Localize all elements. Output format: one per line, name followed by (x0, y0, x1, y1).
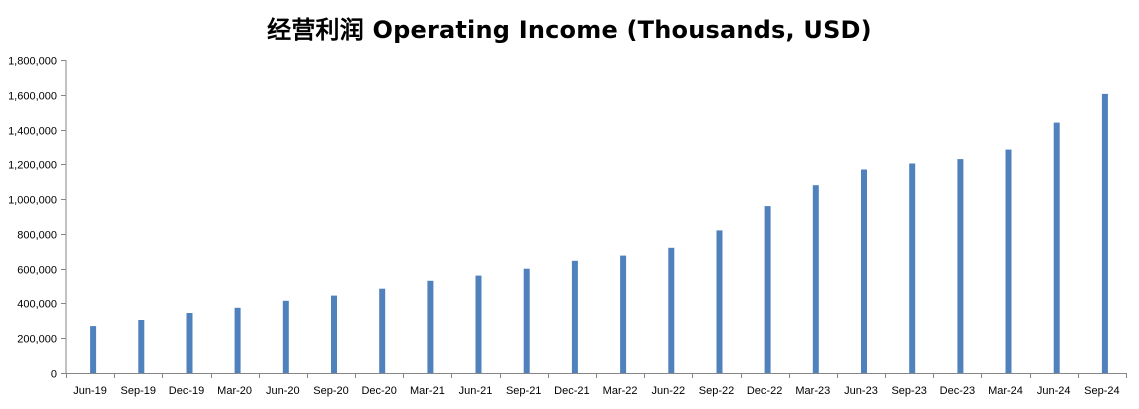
x-tick-label: Sep-20 (313, 385, 348, 397)
x-tick-label: Jun-23 (844, 385, 878, 397)
bar-dec-20 (379, 288, 386, 373)
chart-title: 经营利润 Operating Income (Thousands, USD) (267, 16, 872, 44)
bar-mar-22 (620, 255, 627, 373)
x-tick-label: Dec-20 (361, 385, 396, 397)
x-tick-label: Sep-24 (1084, 385, 1119, 397)
y-tick-label: 1,200,000 (8, 160, 57, 172)
y-tick-label: 600,000 (17, 265, 57, 277)
y-tick-label: 1,800,000 (8, 56, 57, 68)
bar-sep-23 (909, 163, 916, 373)
x-tick-label: Jun-22 (651, 385, 685, 397)
x-tick-label: Dec-21 (554, 385, 589, 397)
bar-jun-20 (282, 300, 289, 373)
y-tick-label: 1,000,000 (8, 195, 57, 207)
bar-dec-21 (571, 260, 578, 373)
bar-sep-21 (523, 268, 530, 373)
x-tick-label: Dec-22 (747, 385, 782, 397)
x-tick-label: Dec-23 (940, 385, 975, 397)
x-tick-label: Jun-21 (459, 385, 493, 397)
bar-sep-22 (716, 230, 723, 373)
bar-mar-24 (1005, 149, 1012, 373)
x-tick-label: Sep-21 (506, 385, 541, 397)
bar-mar-21 (427, 280, 434, 373)
bars (90, 93, 1108, 374)
bar-jun-21 (475, 275, 482, 373)
bar-dec-22 (764, 206, 771, 373)
x-tick-label: Mar-20 (217, 385, 252, 397)
bar-jun-19 (90, 326, 97, 373)
x-tick-label: Mar-23 (795, 385, 830, 397)
y-tick-label: 1,600,000 (8, 91, 57, 103)
bar-dec-23 (957, 159, 964, 373)
bar-mar-20 (234, 307, 241, 373)
x-tick-label: Sep-22 (699, 385, 734, 397)
bar-dec-19 (186, 313, 193, 373)
y-tick-label: 1,400,000 (8, 126, 57, 138)
bar-sep-20 (331, 295, 337, 373)
y-axis: 0 200,000 400,000 600,000 800,000 1,000,000 1,… (8, 56, 67, 381)
x-tick-label: Sep-23 (891, 385, 926, 397)
x-tick-label: Sep-19 (121, 385, 156, 397)
x-tick-label: Mar-22 (603, 385, 638, 397)
bar-sep-24 (1101, 93, 1108, 374)
bar-mar-23 (812, 185, 819, 373)
y-tick-label: 0 (51, 369, 57, 381)
y-tick-label: 400,000 (17, 299, 57, 311)
bar-jun-22 (668, 247, 675, 373)
x-tick-label: Mar-21 (410, 385, 445, 397)
x-tick-label: Mar-24 (988, 385, 1023, 397)
bar-jun-23 (861, 169, 867, 373)
x-tick-label: Jun-19 (73, 385, 107, 397)
x-tick-label: Dec-19 (169, 385, 204, 397)
y-tick-label: 800,000 (17, 230, 57, 242)
bar-jun-24 (1053, 122, 1060, 373)
y-tick-label: 200,000 (17, 334, 57, 346)
x-tick-label: Jun-24 (1037, 385, 1071, 397)
x-tick-label: Jun-20 (266, 385, 300, 397)
x-axis: Jun-19 Sep-19 Dec-19 Mar-20 Jun-20 Sep-20 Dec-… (66, 373, 1127, 397)
bar-sep-19 (138, 320, 145, 373)
